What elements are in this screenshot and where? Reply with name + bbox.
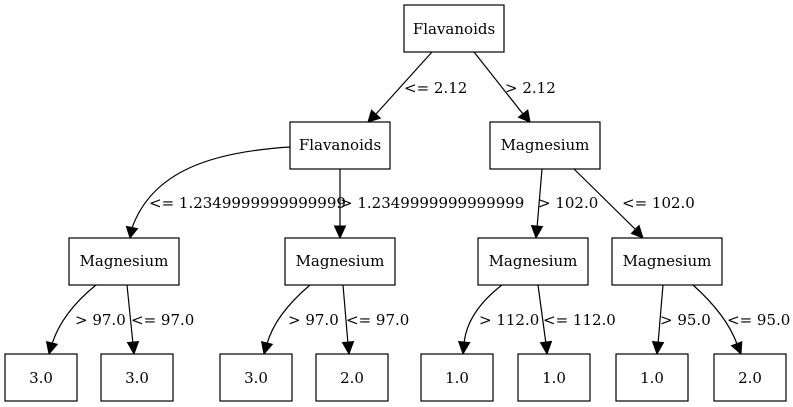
- node-label: Flavanoids: [413, 20, 495, 38]
- node-label: Magnesium: [489, 252, 578, 270]
- edge-label: <= 97.0: [131, 311, 194, 329]
- node-magnesium-rl: Magnesium: [477, 237, 589, 286]
- edge-leaf-6: <= 112.0: [537, 284, 616, 356]
- leaf-label: 1.0: [640, 369, 664, 387]
- leaf-node: 1.0: [615, 353, 689, 402]
- node-magnesium: Magnesium: [489, 121, 601, 170]
- edge-leaf-8: <= 95.0: [692, 284, 790, 356]
- node-label: Flavanoids: [299, 136, 381, 154]
- edge-root-to-flavanoids: <= 2.12: [367, 51, 467, 123]
- node-label: Magnesium: [501, 136, 590, 154]
- edge-label: <= 95.0: [727, 311, 790, 329]
- edge-leaf-5: > 112.0: [457, 284, 539, 356]
- leaf-label: 3.0: [125, 369, 149, 387]
- edge-label: > 95.0: [660, 311, 711, 329]
- edge-leaf-1: > 97.0: [45, 284, 126, 356]
- edge-label: > 97.0: [288, 311, 339, 329]
- edge-flavanoids-to-magnesium-lr: > 1.2349999999999999: [333, 169, 524, 240]
- leaf-label: 2.0: [340, 369, 364, 387]
- edge-leaf-2: <= 97.0: [126, 284, 194, 356]
- node-magnesium-ll: Magnesium: [68, 237, 180, 286]
- edge-label: > 97.0: [75, 311, 126, 329]
- node-label: Magnesium: [296, 252, 385, 270]
- edge-label: > 102.0: [538, 194, 598, 212]
- leaf-node: 3.0: [219, 353, 293, 402]
- edge-label: <= 112.0: [543, 311, 616, 329]
- leaf-node: 2.0: [713, 353, 787, 402]
- node-root-flavanoids: Flavanoids: [403, 4, 505, 53]
- edge-label: <= 2.12: [404, 79, 467, 97]
- edge-label: > 1.2349999999999999: [340, 194, 524, 212]
- node-label: Magnesium: [623, 252, 712, 270]
- edge-label: <= 102.0: [622, 194, 695, 212]
- leaf-node: 2.0: [315, 353, 389, 402]
- leaf-node: 3.0: [100, 353, 174, 402]
- edge-leaf-7: > 95.0: [651, 284, 711, 356]
- edge-label: <= 97.0: [346, 311, 409, 329]
- node-magnesium-lr: Magnesium: [284, 237, 396, 286]
- edge-root-to-magnesium: > 2.12: [473, 51, 556, 123]
- leaf-label: 2.0: [738, 369, 762, 387]
- edge-magnesium-to-magnesium-rr: <= 102.0: [573, 168, 695, 239]
- edge-label: > 2.12: [505, 79, 556, 97]
- edge-leaf-3: > 97.0: [260, 284, 339, 356]
- leaf-node: 1.0: [420, 353, 494, 402]
- node-flavanoids: Flavanoids: [289, 121, 391, 170]
- leaf-label: 3.0: [29, 369, 53, 387]
- leaf-label: 1.0: [445, 369, 469, 387]
- leaf-node: 3.0: [4, 353, 78, 402]
- leaf-label: 1.0: [542, 369, 566, 387]
- edge-label: > 112.0: [479, 311, 539, 329]
- edge-leaf-4: <= 97.0: [341, 284, 409, 356]
- edge-magnesium-to-magnesium-rl: > 102.0: [530, 168, 598, 240]
- node-label: Magnesium: [80, 252, 169, 270]
- edge-label: <= 1.2349999999999999: [149, 194, 346, 212]
- edge-flavanoids-to-magnesium-ll: <= 1.2349999999999999: [125, 146, 346, 240]
- node-magnesium-rr: Magnesium: [611, 237, 723, 286]
- leaf-node: 1.0: [517, 353, 591, 402]
- leaf-label: 3.0: [244, 369, 268, 387]
